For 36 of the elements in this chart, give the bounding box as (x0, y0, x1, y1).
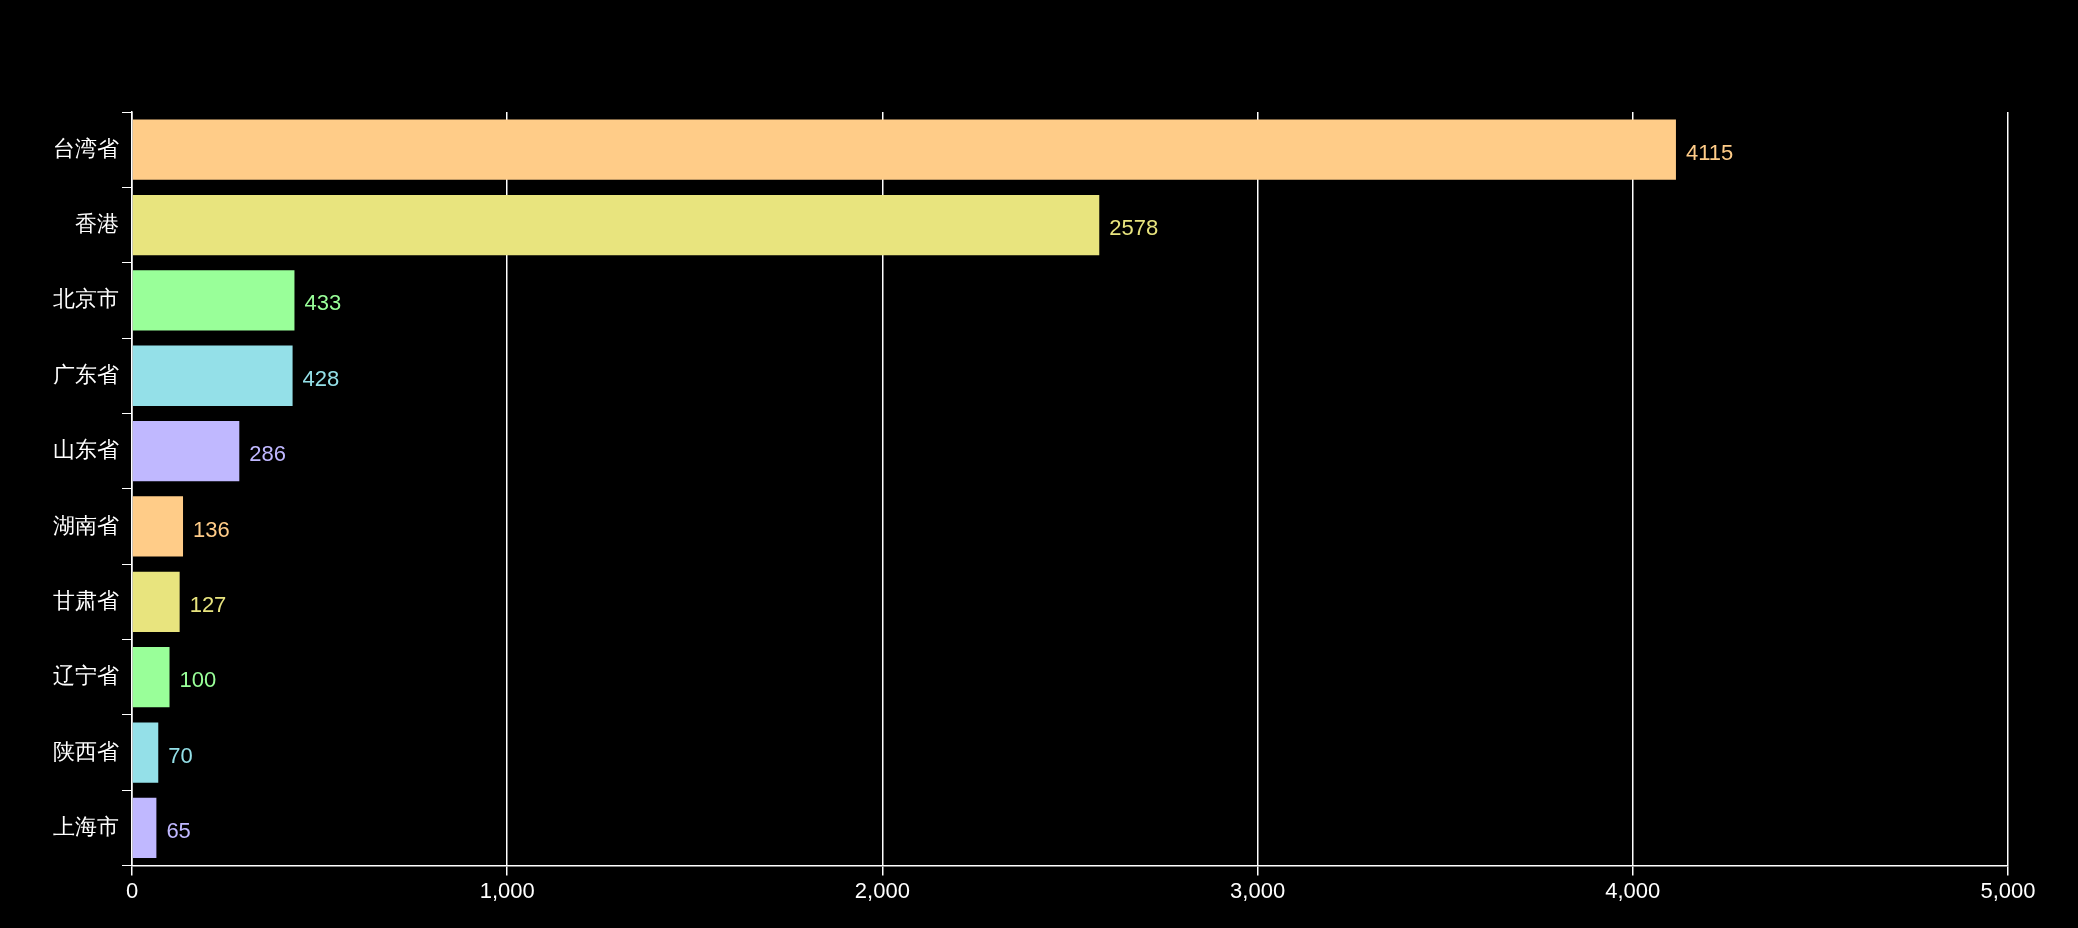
data-label: 136 (193, 516, 230, 542)
y-tick-label: 北京市 (53, 286, 119, 312)
y-tick-label: 广东省 (53, 361, 119, 387)
y-tick-label: 上海市 (53, 813, 119, 839)
y-tick-label: 香港 (75, 211, 119, 237)
bar (132, 270, 295, 331)
x-tick-label: 0 (125, 877, 139, 903)
y-tick-label: 陕西省 (53, 738, 119, 764)
bar (132, 797, 157, 859)
y-tick-label: 山东省 (53, 437, 119, 463)
bar (132, 420, 240, 482)
data-label: 2578 (1109, 215, 1159, 241)
data-label: 127 (189, 591, 227, 617)
bar (132, 496, 184, 557)
data-label: 433 (304, 290, 342, 316)
x-tick-label: 1,000 (479, 877, 535, 903)
bar (132, 345, 293, 406)
bar (132, 647, 170, 708)
bar (132, 194, 1100, 256)
x-tick-label: 2,000 (854, 877, 910, 903)
y-tick-label: 湖南省 (53, 512, 119, 538)
data-label: 70 (168, 742, 193, 768)
x-tick-label: 5,000 (1980, 877, 2036, 903)
data-label: 100 (179, 667, 217, 693)
data-label: 286 (249, 441, 287, 467)
data-label: 428 (302, 365, 340, 391)
y-tick-label: 辽宁省 (53, 663, 119, 689)
x-tick-label: 3,000 (1230, 877, 1286, 903)
y-tick-label: 甘肃省 (53, 587, 119, 613)
bar (132, 119, 1676, 180)
bar (132, 571, 180, 632)
bar (132, 722, 159, 783)
data-label: 4115 (1685, 139, 1734, 165)
x-tick-label: 4,000 (1605, 877, 1661, 903)
y-tick-label: 台湾省 (53, 135, 119, 161)
data-label: 65 (166, 817, 191, 843)
